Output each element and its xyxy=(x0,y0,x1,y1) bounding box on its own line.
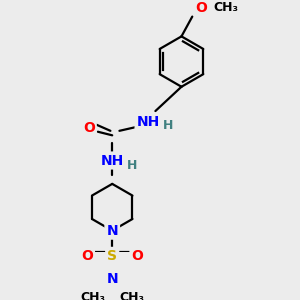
Text: O: O xyxy=(131,249,143,263)
Text: CH₃: CH₃ xyxy=(80,291,105,300)
Text: O: O xyxy=(83,121,95,135)
Text: NH: NH xyxy=(136,115,160,129)
Text: H: H xyxy=(163,119,173,132)
Text: CH₃: CH₃ xyxy=(214,1,239,14)
Text: CH₃: CH₃ xyxy=(119,291,145,300)
Text: H: H xyxy=(127,158,137,172)
Text: N: N xyxy=(106,224,118,238)
Text: O: O xyxy=(81,249,93,263)
Text: NH: NH xyxy=(100,154,124,167)
Text: O: O xyxy=(195,1,207,15)
Text: S: S xyxy=(107,249,117,263)
Text: N: N xyxy=(106,272,118,286)
